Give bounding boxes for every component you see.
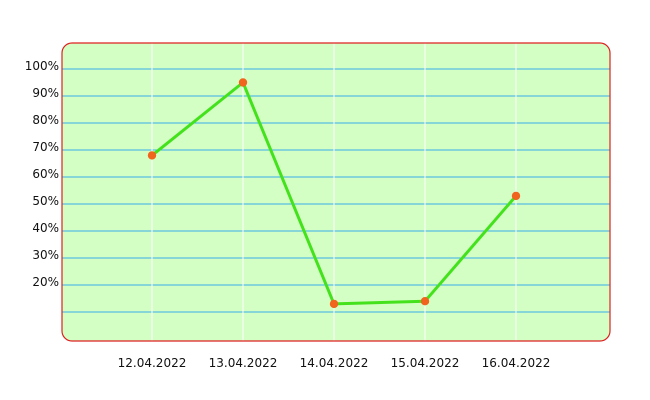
y-tick-label: 70% — [32, 140, 59, 154]
x-tick-label: 15.04.2022 — [391, 356, 460, 370]
x-tick-label: 16.04.2022 — [482, 356, 551, 370]
y-tick-label: 90% — [32, 86, 59, 100]
data-point — [329, 299, 339, 309]
y-tick-label: 60% — [32, 167, 59, 181]
plot-border — [61, 42, 611, 342]
x-tick-label: 12.04.2022 — [118, 356, 187, 370]
y-tick-label: 20% — [32, 275, 59, 289]
data-point — [147, 151, 157, 160]
data-point — [420, 297, 430, 306]
x-tick-label: 14.04.2022 — [300, 356, 369, 370]
plot-area — [62, 43, 610, 341]
x-tick-label: 13.04.2022 — [209, 356, 278, 370]
y-axis-tick-labels: 20% 30% 40% 50% 60% 70% 80% 90% 100% — [25, 59, 59, 289]
x-axis-tick-labels: 12.04.2022 13.04.2022 14.04.2022 15.04.2022… — [118, 356, 551, 370]
y-tick-label: 50% — [32, 194, 59, 208]
data-point — [511, 191, 521, 201]
data-series — [147, 78, 521, 309]
y-tick-label: 100% — [25, 59, 59, 73]
y-tick-label: 40% — [32, 221, 59, 235]
y-tick-label: 30% — [32, 248, 59, 262]
y-tick-label: 80% — [32, 113, 59, 127]
grid-lines — [62, 43, 610, 341]
data-point — [238, 78, 248, 87]
